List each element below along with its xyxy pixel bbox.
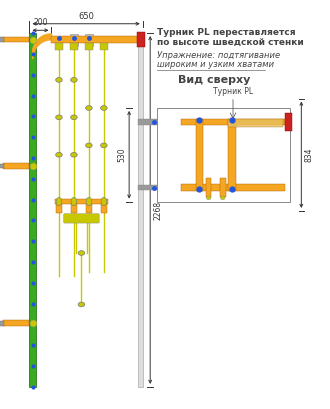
Bar (157, 108, 290, 202)
Bar (228, 119, 282, 127)
Text: Вид сверху: Вид сверху (178, 74, 250, 85)
Ellipse shape (85, 106, 92, 110)
Text: Турник PL переставляется: Турник PL переставляется (157, 28, 296, 37)
Ellipse shape (56, 153, 62, 157)
Bar (181, 184, 285, 191)
Ellipse shape (71, 197, 77, 206)
Bar (70, 43, 78, 50)
Bar (206, 178, 212, 197)
Ellipse shape (71, 115, 77, 120)
Text: Упражнение: подтягивание: Упражнение: подтягивание (157, 51, 280, 60)
Bar (0, 321, 4, 326)
Bar (3, 163, 29, 169)
Text: по высоте шведской стенки: по высоте шведской стенки (157, 38, 304, 47)
Text: Турник PL: Турник PL (213, 87, 253, 96)
Bar (3, 320, 29, 326)
Bar (56, 204, 62, 213)
Text: широким и узким хватами: широким и узким хватами (157, 60, 274, 69)
Bar (0, 164, 4, 169)
Bar (139, 185, 157, 190)
Ellipse shape (101, 197, 107, 206)
Bar (29, 33, 36, 387)
Text: 650: 650 (78, 12, 94, 21)
Text: 2268: 2268 (153, 200, 162, 220)
Bar (137, 32, 145, 47)
Ellipse shape (101, 143, 107, 148)
Bar (100, 43, 108, 50)
FancyBboxPatch shape (64, 214, 99, 223)
Bar (85, 43, 93, 50)
Text: 200: 200 (33, 18, 48, 27)
Ellipse shape (71, 78, 77, 82)
Ellipse shape (85, 143, 92, 148)
Bar (51, 36, 138, 43)
Ellipse shape (101, 106, 107, 110)
Bar (285, 112, 292, 131)
Bar (101, 204, 107, 213)
Bar (85, 34, 93, 46)
Ellipse shape (56, 115, 62, 120)
Text: 530: 530 (117, 147, 126, 162)
Bar (0, 37, 4, 42)
Ellipse shape (71, 153, 77, 157)
Bar (220, 178, 225, 197)
Ellipse shape (78, 302, 85, 307)
Bar (139, 119, 157, 125)
Ellipse shape (220, 196, 225, 200)
Ellipse shape (56, 78, 62, 82)
Bar (228, 119, 236, 191)
Text: 834: 834 (304, 148, 313, 162)
Ellipse shape (206, 196, 211, 200)
Bar (55, 199, 108, 204)
Ellipse shape (56, 197, 62, 206)
Bar (71, 204, 77, 213)
Bar (55, 43, 63, 50)
Bar (181, 119, 285, 125)
Bar (196, 119, 203, 191)
Bar (70, 34, 78, 46)
Bar (3, 37, 29, 43)
Bar (86, 204, 92, 213)
Bar (138, 33, 143, 387)
Ellipse shape (86, 197, 92, 206)
Ellipse shape (78, 251, 85, 255)
